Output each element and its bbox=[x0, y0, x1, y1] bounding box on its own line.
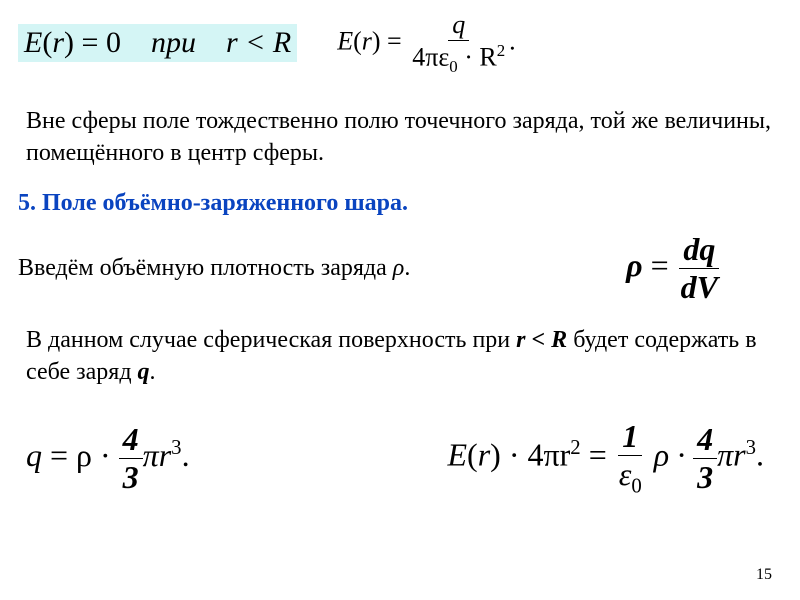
p3a: В данном случае сферическая поверхность … bbox=[26, 327, 516, 353]
denom-exp: 2 bbox=[497, 41, 505, 60]
zero: 0 bbox=[106, 26, 121, 59]
func-E2: E bbox=[337, 26, 353, 55]
denom-4pieps: 4πε bbox=[412, 43, 449, 72]
equation-E-gauss: E(r) · 4πr2 = 1 ε0 ρ · 4 3 πr3. bbox=[448, 418, 765, 498]
eps-sub: 0 bbox=[449, 57, 457, 76]
rho-den: dV bbox=[677, 269, 722, 306]
equation-e-outside: E(r) = q 4πε0 · R2 . bbox=[337, 10, 515, 77]
numer-q: q bbox=[448, 10, 469, 41]
E-rhs-mid: ρ · bbox=[654, 437, 693, 473]
equation-e-zero-highlight: E(r) = 0 при r < R bbox=[18, 24, 297, 62]
q-exp: 3 bbox=[171, 436, 181, 459]
para-outside-sphere: Вне сферы поле тождественно полю точечно… bbox=[18, 105, 782, 170]
equation-rho: ρ = dq dV bbox=[626, 231, 722, 306]
func-E: E bbox=[24, 26, 42, 59]
para2-post: . bbox=[404, 255, 410, 281]
page-number: 15 bbox=[756, 566, 772, 584]
rho-num: dq bbox=[679, 231, 719, 269]
equation-e-zero: E(r) = 0 при r < R bbox=[24, 26, 291, 59]
E-lhs-mid: · 4πr bbox=[501, 437, 570, 473]
E-lhs-exp: 2 bbox=[570, 436, 580, 459]
E-lhs-arg: r bbox=[478, 437, 490, 473]
q-den: 3 bbox=[119, 459, 143, 496]
E-f1-den-sub: 0 bbox=[631, 475, 641, 498]
q-eqs: = ρ · bbox=[42, 437, 119, 473]
q-tail: πr bbox=[143, 437, 171, 473]
para-rho-intro: Введём объёмную плотность заряда ρ. bbox=[18, 252, 410, 284]
cond-word: при bbox=[151, 26, 196, 59]
rho-lhs: ρ bbox=[626, 246, 642, 282]
E-lhs-func: E bbox=[448, 437, 468, 473]
rho-sym: ρ bbox=[393, 255, 405, 281]
E-f2-num: 4 bbox=[693, 421, 717, 459]
E-f1-den-sym: ε bbox=[619, 456, 632, 492]
bottom-equations-row: q = ρ · 4 3 πr3. E(r) · 4πr2 = 1 ε0 ρ · … bbox=[18, 418, 782, 498]
denom-R: · R bbox=[458, 43, 497, 72]
section-5-title: 5. Поле объёмно-заряженного шара. bbox=[18, 190, 782, 217]
q-dot: . bbox=[182, 437, 190, 473]
E-rhs-tail: πr bbox=[717, 437, 745, 473]
arg-r2: r bbox=[362, 26, 372, 55]
para2-pre: Введём объёмную плотность заряда bbox=[18, 255, 393, 281]
para-inside-sphere: В данном случае сферическая поверхность … bbox=[18, 324, 782, 389]
row-rho: Введём объёмную плотность заряда ρ. ρ = … bbox=[18, 231, 782, 306]
q-num: 4 bbox=[119, 421, 143, 459]
E-rhs-exp: 3 bbox=[746, 436, 756, 459]
slide: E(r) = 0 при r < R E(r) = q 4πε0 · R2 . … bbox=[0, 0, 800, 600]
cond-expr: r < R bbox=[226, 26, 291, 59]
p3q: q bbox=[138, 359, 150, 385]
equation-q: q = ρ · 4 3 πr3. bbox=[26, 421, 190, 496]
eq-trailing-dot: . bbox=[509, 26, 516, 55]
q-lhs: q bbox=[26, 437, 42, 473]
p3cond: r < R bbox=[516, 327, 567, 353]
E-f2-den: 3 bbox=[693, 459, 717, 496]
E-dot: . bbox=[756, 437, 764, 473]
arg-r: r bbox=[52, 26, 64, 59]
top-equations-row: E(r) = 0 при r < R E(r) = q 4πε0 · R2 . bbox=[18, 10, 782, 77]
E-f1-num: 1 bbox=[618, 418, 642, 456]
p3c: . bbox=[150, 359, 156, 385]
